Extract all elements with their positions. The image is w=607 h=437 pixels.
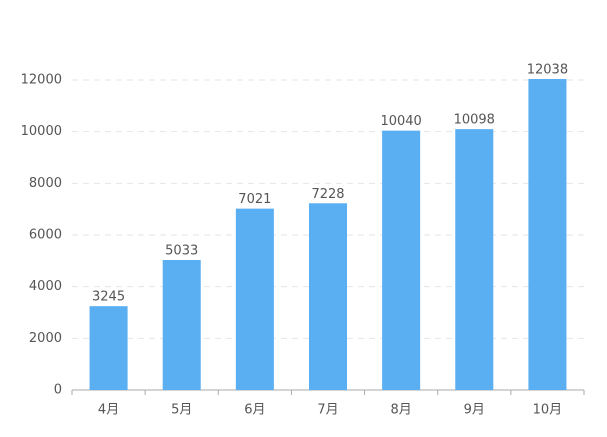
- y-tick-label: 12000: [21, 73, 62, 88]
- y-tick-label: 2000: [29, 331, 62, 346]
- y-tick-label: 6000: [29, 228, 62, 243]
- x-tick-label: 9月: [464, 403, 485, 418]
- data-label: 3245: [92, 290, 125, 305]
- x-tick-label: 8月: [391, 403, 412, 418]
- data-label: 10098: [454, 113, 495, 128]
- bar: [89, 306, 128, 390]
- y-tick-label: 4000: [29, 279, 62, 294]
- y-tick-label: 8000: [29, 176, 62, 191]
- y-tick-label: 10000: [21, 124, 62, 139]
- x-tick-label: 6月: [244, 403, 265, 418]
- data-label: 5033: [165, 243, 198, 258]
- x-tick-label: 4月: [98, 403, 119, 418]
- y-tick-label: 0: [54, 383, 62, 398]
- bar: [308, 203, 348, 390]
- bar: [235, 208, 274, 390]
- data-label: 7021: [238, 192, 271, 207]
- x-tick-label: 5月: [171, 403, 192, 418]
- x-tick-label: 10月: [533, 403, 563, 418]
- data-label: 10040: [380, 114, 421, 129]
- data-label: 12038: [527, 63, 568, 78]
- bar: [382, 130, 421, 390]
- bar: [455, 129, 494, 390]
- data-label: 7228: [311, 187, 344, 202]
- x-tick-label: 7月: [317, 403, 338, 418]
- bar: [162, 259, 201, 390]
- bar: [528, 79, 567, 390]
